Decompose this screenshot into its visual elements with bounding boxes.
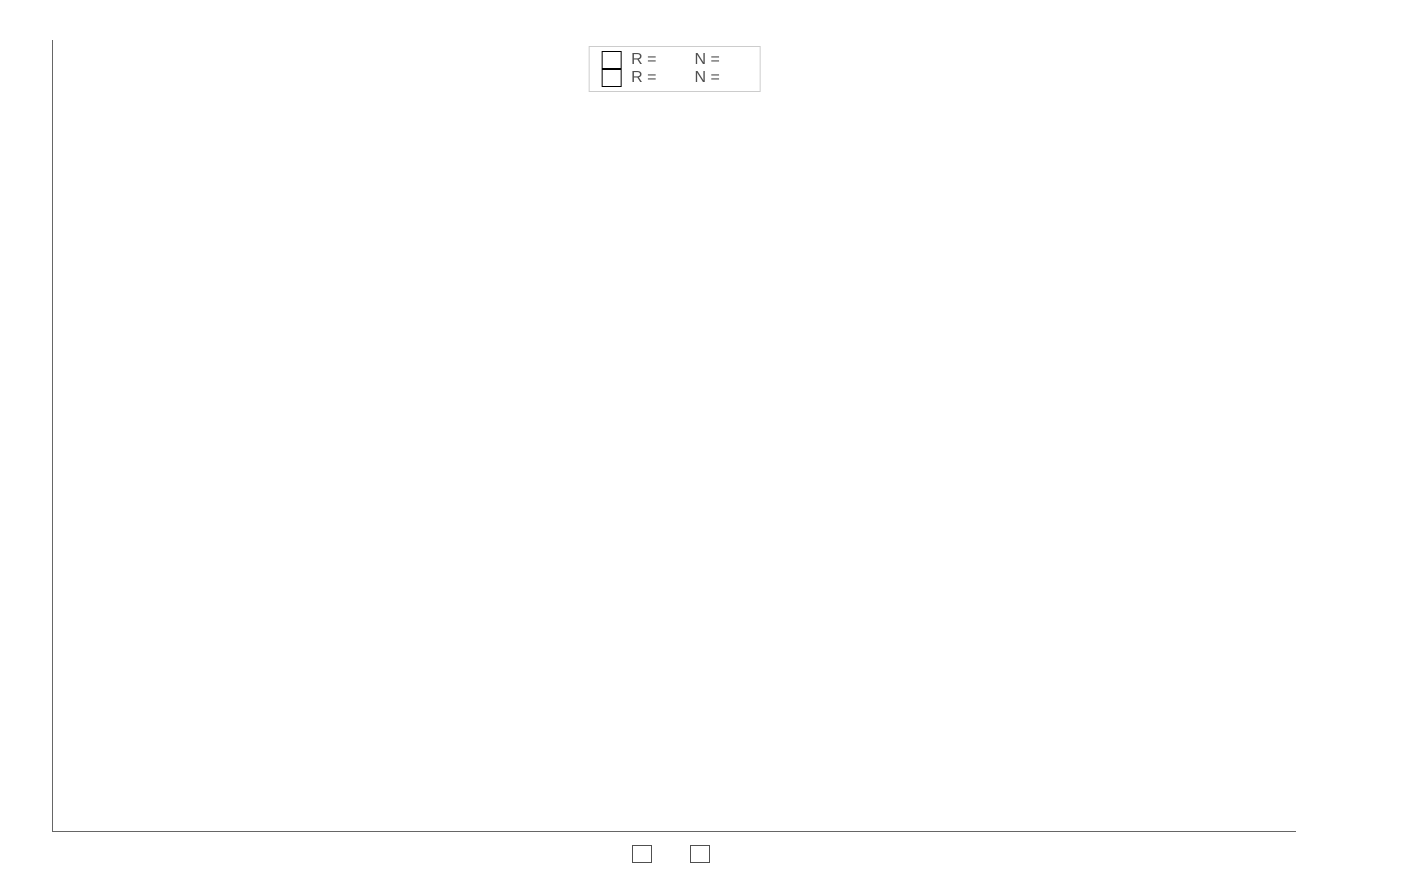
legend-swatch-1 [632, 845, 652, 863]
legend-item-1 [632, 845, 660, 863]
chart-svg [53, 40, 1296, 831]
plot-area: R = N = R = N = [52, 40, 1296, 832]
legend-swatch-2 [690, 845, 710, 863]
legend-item-2 [690, 845, 718, 863]
series-legend [632, 845, 718, 863]
